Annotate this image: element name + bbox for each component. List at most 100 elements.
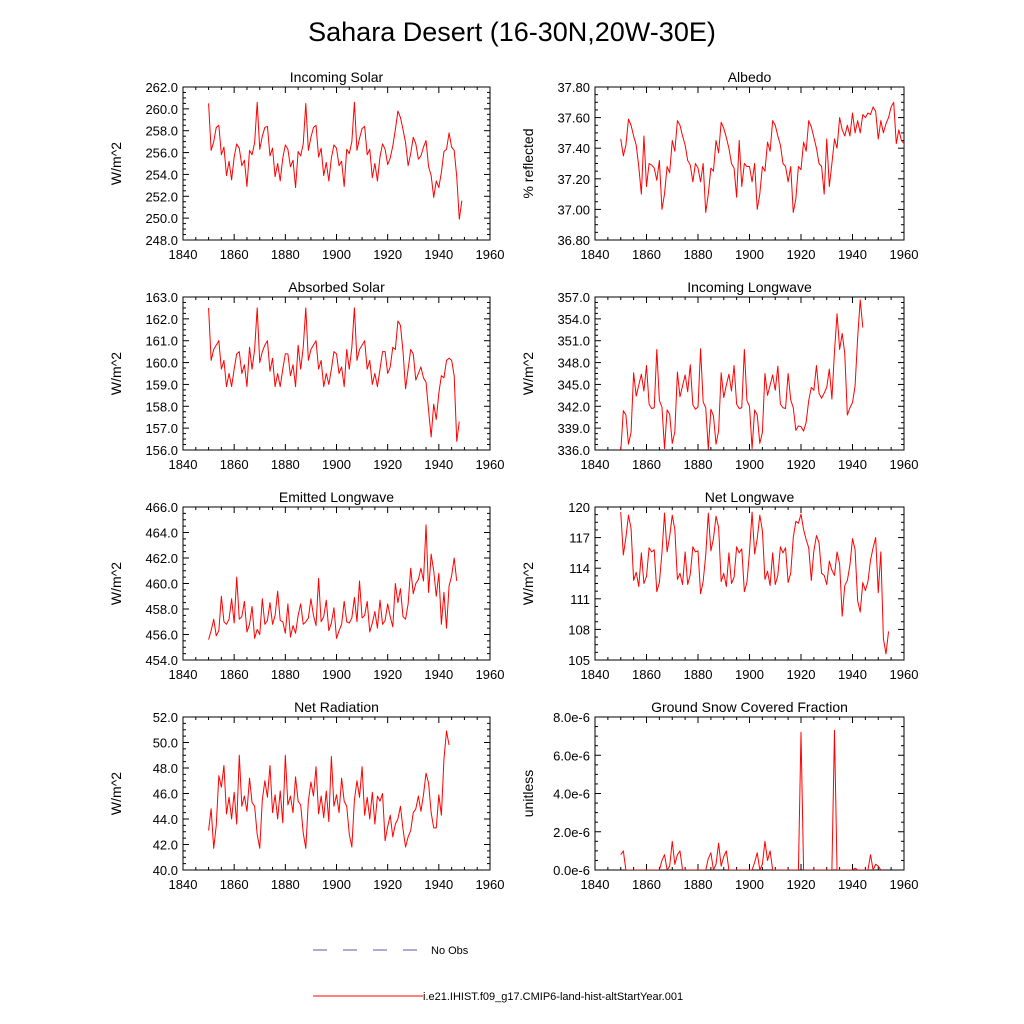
panel-ground-snow-covered-fraction-xtick-label: 1940	[838, 877, 867, 892]
panel-albedo-xtick-label: 1840	[581, 247, 610, 262]
panel-emitted-longwave-ytick-label: 462.0	[145, 551, 178, 566]
panel-incoming-solar-ytick-label: 260.0	[145, 102, 178, 117]
panel-absorbed-solar: Absorbed Solar W/m^2 1840 1860 1880 1900 1920 1…	[108, 279, 504, 472]
panel-albedo-xtick-label: 1860	[632, 247, 661, 262]
panel-incoming-longwave-xtick-label: 1960	[890, 457, 919, 472]
panel-net-radiation-ytick-label: 52.0	[153, 710, 178, 725]
panel-incoming-longwave-title: Incoming Longwave	[687, 279, 812, 295]
panel-incoming-longwave-ylabel: W/m^2	[520, 352, 536, 395]
legend: No Obs i.e21.IHIST.f09_g17.CMIP6-land-hi…	[313, 945, 683, 1003]
panel-absorbed-solar-xtick-label: 1940	[424, 457, 453, 472]
panel-incoming-solar-ytick-label: 262.0	[145, 80, 178, 95]
panel-ground-snow-covered-fraction-series-line	[620, 729, 882, 870]
panel-incoming-longwave-xtick-label: 1920	[787, 457, 816, 472]
panel-emitted-longwave-ylabel: W/m^2	[108, 562, 124, 605]
panel-incoming-longwave-ytick-label: 351.0	[557, 334, 590, 349]
panel-net-radiation-ytick-label: 46.0	[153, 787, 178, 802]
panel-albedo-ytick-label: 37.40	[557, 141, 590, 156]
panel-absorbed-solar-ytick-label: 160.0	[145, 356, 178, 371]
panel-net-longwave-xtick-label: 1960	[890, 667, 919, 682]
panel-absorbed-solar-ytick-label: 158.0	[145, 399, 178, 414]
panel-incoming-solar-ytick-label: 256.0	[145, 146, 178, 161]
panel-incoming-longwave-ytick-label: 336.0	[557, 443, 590, 458]
panel-incoming-solar-xtick-label: 1900	[322, 247, 351, 262]
panel-albedo-xtick-label: 1900	[735, 247, 764, 262]
panel-albedo-ytick-label: 37.00	[557, 202, 590, 217]
panel-albedo-series-line	[620, 101, 904, 213]
panel-net-longwave-title: Net Longwave	[705, 489, 795, 505]
panel-absorbed-solar-ylabel: W/m^2	[108, 352, 124, 395]
panel-net-radiation-ytick-label: 42.0	[153, 838, 178, 853]
panel-emitted-longwave-ytick-label: 464.0	[145, 526, 178, 541]
panel-net-longwave-ytick-label: 117	[569, 531, 590, 546]
panel-net-radiation-xtick-label: 1940	[424, 877, 453, 892]
panel-incoming-longwave-xtick-label: 1860	[632, 457, 661, 472]
panel-net-radiation: Net Radiation W/m^2 1840 1860 1880 1900 1920 19…	[108, 699, 504, 892]
panel-incoming-solar-xtick-label: 1840	[169, 247, 198, 262]
panel-absorbed-solar-ytick-label: 162.0	[145, 312, 178, 327]
panel-incoming-longwave-xtick-label: 1840	[581, 457, 610, 472]
panel-absorbed-solar-xtick-label: 1880	[271, 457, 300, 472]
panel-ground-snow-covered-fraction-xtick-label: 1900	[735, 877, 764, 892]
panel-albedo-ytick-label: 37.80	[557, 80, 590, 95]
panel-emitted-longwave-series-line	[208, 524, 458, 640]
panel-emitted-longwave-xtick-label: 1840	[169, 667, 198, 682]
panel-incoming-solar: Incoming Solar W/m^2 1840 1860 1880 1900 1920 1…	[108, 69, 504, 262]
panel-incoming-longwave-ytick-label: 348.0	[557, 356, 590, 371]
panel-emitted-longwave-xtick-label: 1860	[220, 667, 249, 682]
panel-net-radiation-title: Net Radiation	[294, 699, 379, 715]
panel-albedo-ytick-label: 37.20	[557, 172, 590, 187]
panel-absorbed-solar-ytick-label: 161.0	[145, 334, 178, 349]
panel-ground-snow-covered-fraction-ytick-label: 8.0e-6	[553, 710, 590, 725]
panel-absorbed-solar-xtick-label: 1900	[322, 457, 351, 472]
panel-net-radiation-ytick-label: 48.0	[153, 761, 178, 776]
panel-net-longwave-xtick-label: 1900	[735, 667, 764, 682]
panel-incoming-longwave-ytick-label: 354.0	[557, 312, 590, 327]
panel-absorbed-solar-ytick-label: 163.0	[145, 290, 178, 305]
panel-net-longwave-ylabel: W/m^2	[520, 562, 536, 605]
panel-absorbed-solar-xtick-label: 1920	[373, 457, 402, 472]
panel-ground-snow-covered-fraction-ytick-label: 2.0e-6	[553, 825, 590, 840]
panel-net-longwave-ytick-label: 120	[568, 500, 590, 515]
panel-incoming-solar-ytick-label: 252.0	[145, 189, 178, 204]
panel-net-longwave-xtick-label: 1840	[581, 667, 610, 682]
panel-emitted-longwave-ytick-label: 458.0	[145, 602, 178, 617]
panel-incoming-solar-ytick-label: 258.0	[145, 124, 178, 139]
panel-albedo-xtick-label: 1920	[787, 247, 816, 262]
panel-net-longwave-xtick-label: 1860	[632, 667, 661, 682]
panel-incoming-longwave-xtick-label: 1940	[838, 457, 867, 472]
panel-ground-snow-covered-fraction-ytick-label: 6.0e-6	[553, 748, 590, 763]
panel-incoming-longwave-ytick-label: 342.0	[557, 399, 590, 414]
panel-ground-snow-covered-fraction-ytick-label: 0.0e-6	[553, 863, 590, 878]
panel-absorbed-solar-xtick-label: 1960	[476, 457, 505, 472]
panel-ground-snow-covered-fraction-xtick-label: 1840	[581, 877, 610, 892]
panel-emitted-longwave-xtick-label: 1880	[271, 667, 300, 682]
legend-model-label: i.e21.IHIST.f09_g17.CMIP6-land-hist-altS…	[423, 991, 683, 1003]
panel-incoming-solar-xtick-label: 1880	[271, 247, 300, 262]
panel-emitted-longwave-xtick-label: 1960	[476, 667, 505, 682]
panel-ground-snow-covered-fraction-xtick-label: 1920	[787, 877, 816, 892]
panel-albedo-ytick-label: 36.80	[557, 233, 590, 248]
panel-absorbed-solar-title: Absorbed Solar	[288, 279, 385, 295]
panel-emitted-longwave: Emitted Longwave W/m^2 1840 1860 1880 1900 192…	[108, 489, 504, 682]
panel-emitted-longwave-xtick-label: 1940	[424, 667, 453, 682]
panel-absorbed-solar-ytick-label: 157.0	[145, 421, 178, 436]
panel-incoming-solar-ytick-label: 248.0	[145, 233, 178, 248]
panel-emitted-longwave-ytick-label: 454.0	[145, 653, 178, 668]
panel-albedo-ytick-label: 37.60	[557, 111, 590, 126]
legend-no-obs-label: No Obs	[431, 945, 469, 957]
panel-incoming-solar-ylabel: W/m^2	[108, 142, 124, 185]
panel-albedo-ylabel: % reflected	[520, 128, 536, 198]
panel-absorbed-solar-series-line	[208, 307, 460, 442]
panel-incoming-solar-ytick-label: 254.0	[145, 167, 178, 182]
panel-incoming-longwave-ytick-label: 357.0	[557, 290, 590, 305]
panels: Incoming Solar W/m^2 1840 1860 1880 1900 1920 1…	[108, 69, 918, 892]
panel-incoming-longwave-xtick-label: 1880	[684, 457, 713, 472]
panel-ground-snow-covered-fraction: Ground Snow Covered Fraction unitless 1840…	[520, 699, 918, 892]
panel-albedo-xtick-label: 1960	[890, 247, 919, 262]
panel-net-radiation-ytick-label: 44.0	[153, 812, 178, 827]
panel-net-longwave-ytick-label: 111	[570, 592, 590, 607]
panel-net-radiation-xtick-label: 1880	[271, 877, 300, 892]
panel-net-radiation-xtick-label: 1960	[476, 877, 505, 892]
